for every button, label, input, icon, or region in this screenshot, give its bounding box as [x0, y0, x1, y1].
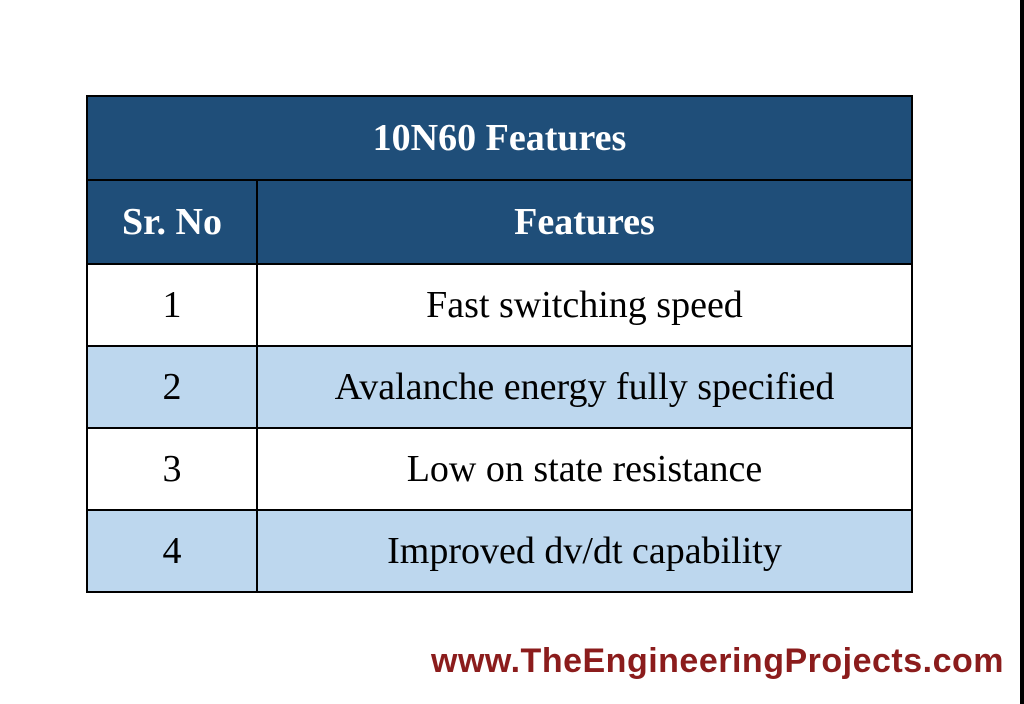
table-row: 3 Low on state resistance: [86, 427, 913, 511]
table-title-row: 10N60 Features: [86, 95, 913, 181]
page-edge-border: [1020, 0, 1024, 704]
table-title: 10N60 Features: [86, 95, 913, 181]
sr-no-cell: 3: [86, 427, 258, 511]
column-header-features: Features: [256, 179, 913, 265]
sr-no-cell: 1: [86, 263, 258, 347]
features-table: 10N60 Features Sr. No Features 1 Fast sw…: [86, 95, 913, 593]
feature-cell: Low on state resistance: [256, 427, 913, 511]
column-header-sr-no: Sr. No: [86, 179, 258, 265]
sr-no-cell: 2: [86, 345, 258, 429]
table-header-row: Sr. No Features: [86, 179, 913, 265]
table-row: 2 Avalanche energy fully specified: [86, 345, 913, 429]
feature-cell: Avalanche energy fully specified: [256, 345, 913, 429]
feature-cell: Improved dv/dt capability: [256, 509, 913, 593]
sr-no-cell: 4: [86, 509, 258, 593]
table-row: 4 Improved dv/dt capability: [86, 509, 913, 593]
table-row: 1 Fast switching speed: [86, 263, 913, 347]
website-watermark: www.TheEngineeringProjects.com: [431, 642, 1004, 680]
feature-cell: Fast switching speed: [256, 263, 913, 347]
